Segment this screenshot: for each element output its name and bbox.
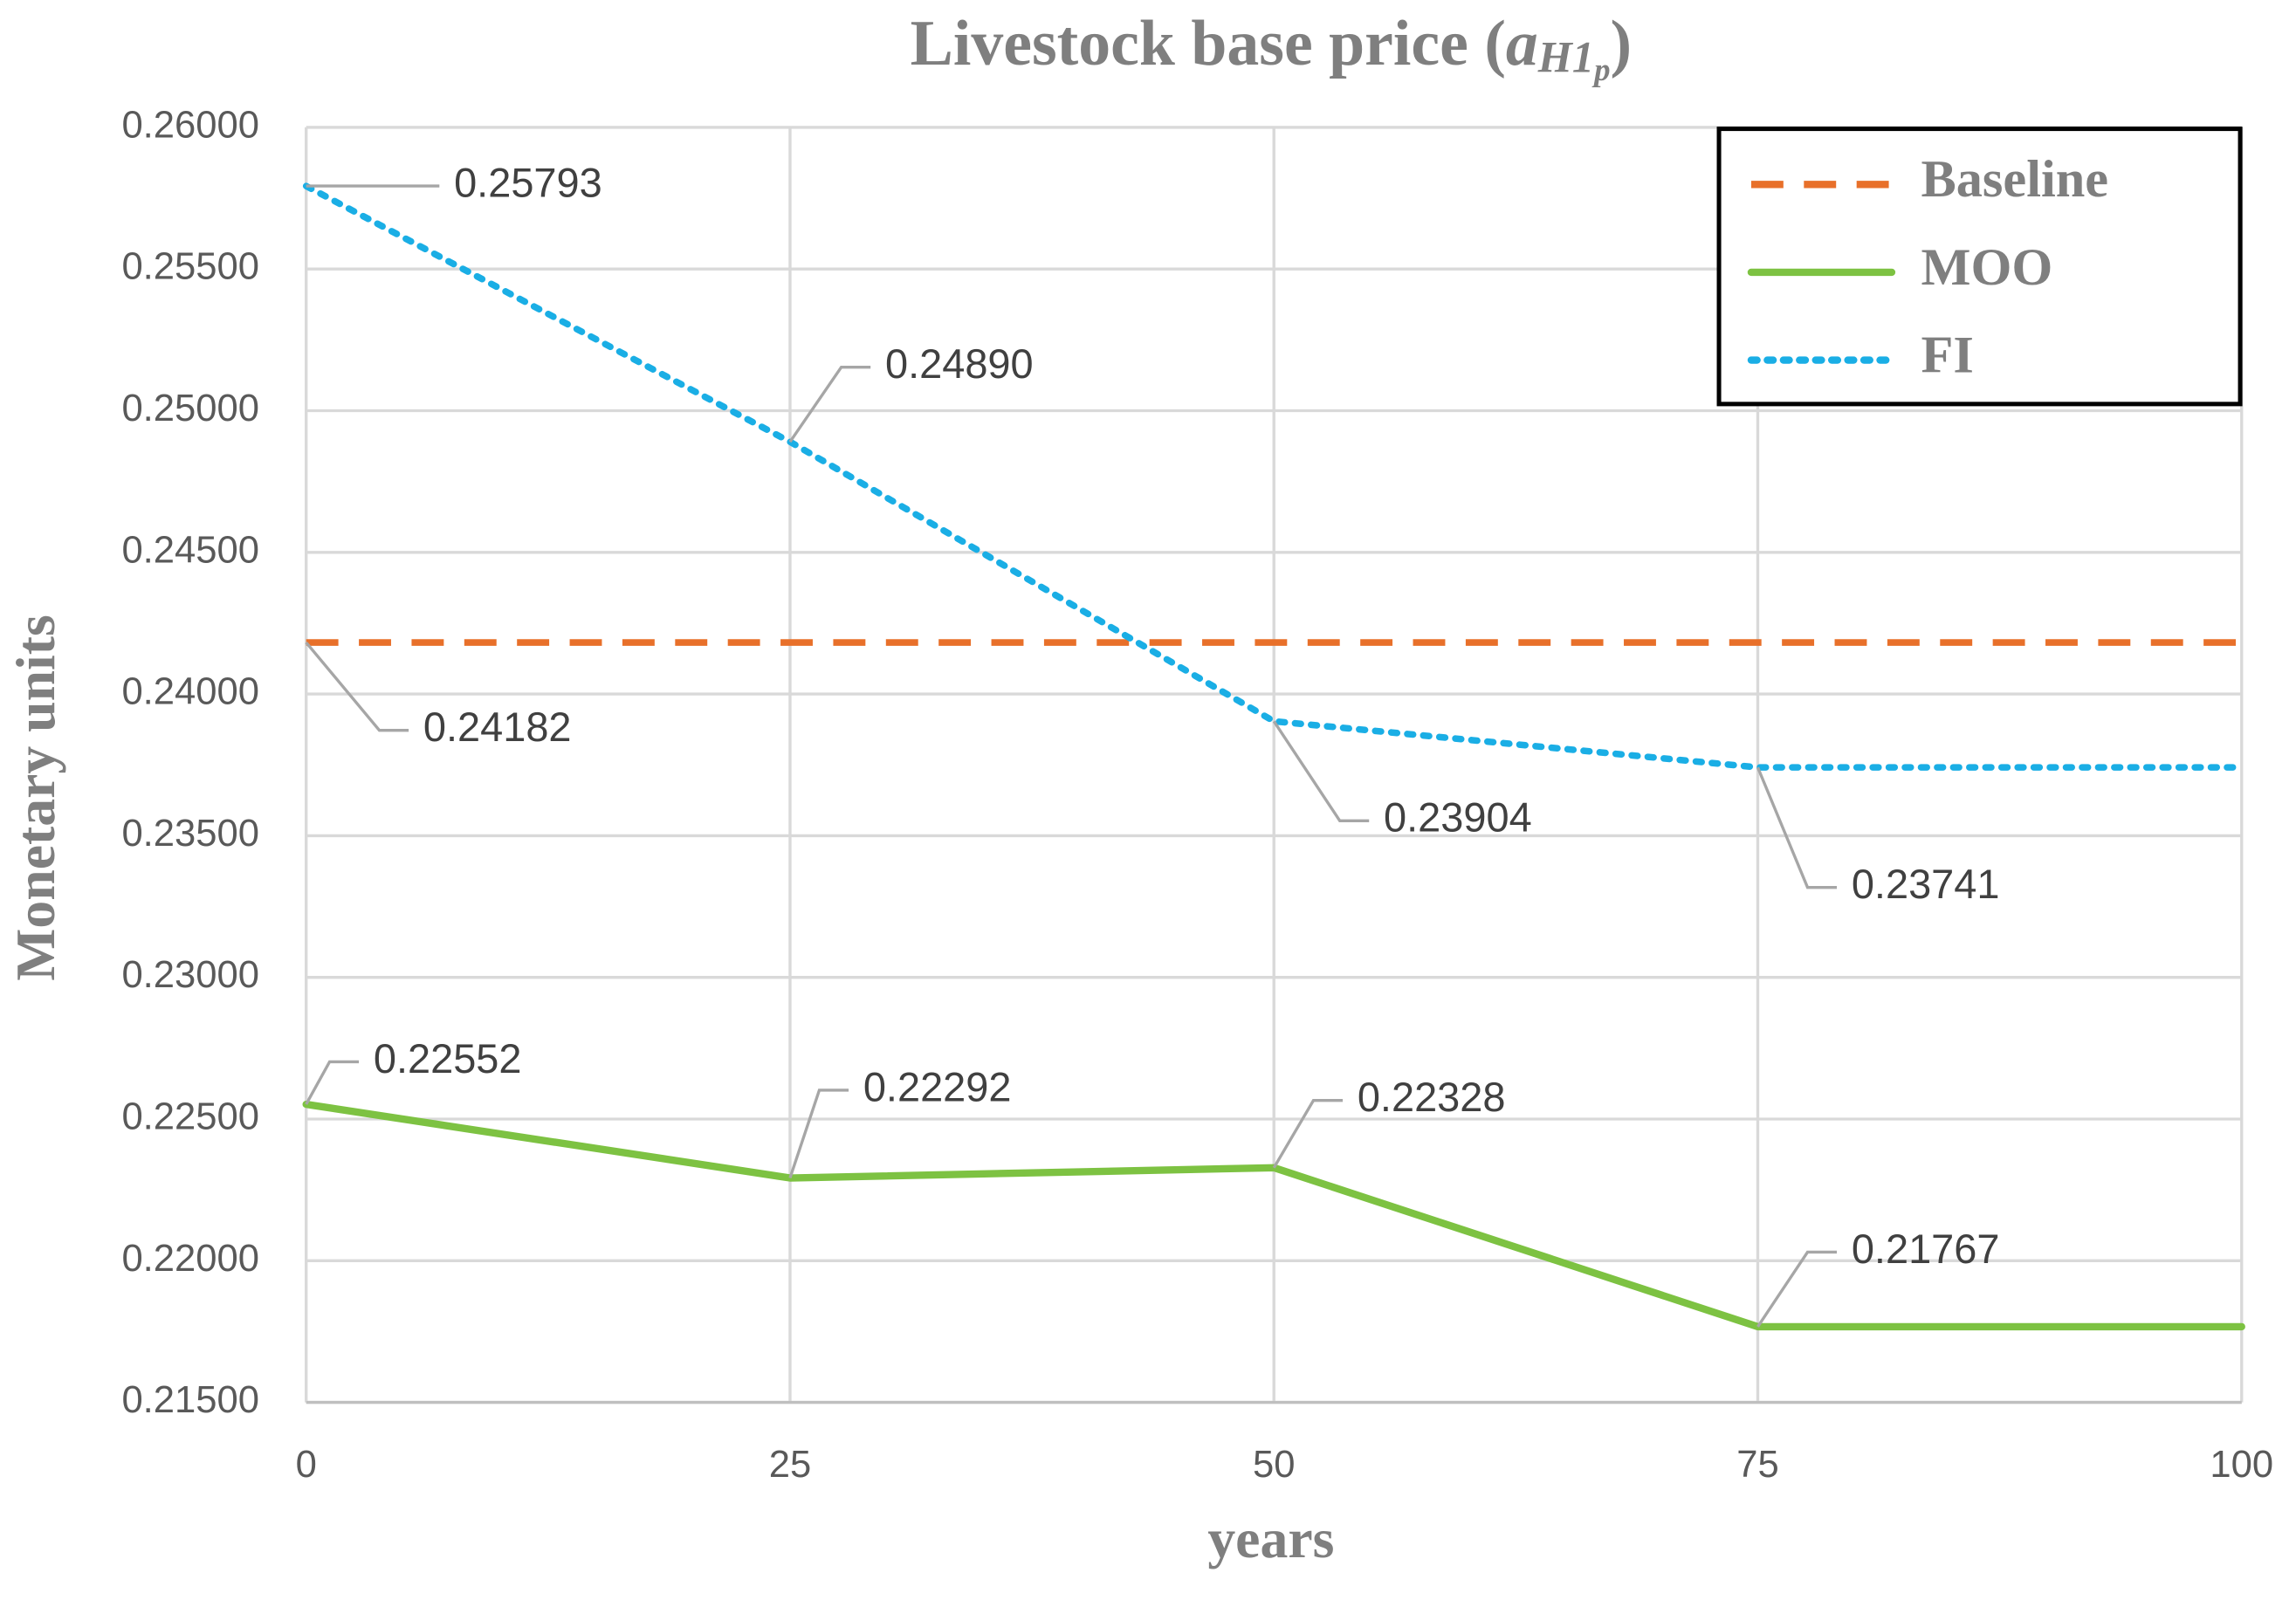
y-tick-label: 0.22000 (121, 1238, 259, 1280)
x-tick-label: 100 (2210, 1444, 2273, 1486)
y-tick-label: 0.24500 (121, 529, 259, 571)
data-label: 0.25793 (454, 160, 602, 206)
title-math: a (1506, 7, 1538, 79)
x-tick-label: 50 (1253, 1444, 1296, 1486)
data-label: 0.24890 (885, 340, 1034, 387)
y-tick-label: 0.21500 (121, 1379, 259, 1421)
y-tick-label: 0.23000 (121, 954, 259, 996)
data-label: 0.23741 (1852, 861, 2000, 907)
series-line (302, 182, 2245, 771)
label-leader (788, 1088, 849, 1179)
label-leader (305, 1060, 360, 1105)
data-label: 0.22552 (374, 1035, 522, 1082)
data-label: 0.23904 (1384, 794, 1532, 841)
x-axis-label: years (1207, 1507, 1334, 1569)
title-text: Livestock base price ( (911, 7, 1506, 79)
y-tick-label: 0.22500 (121, 1096, 259, 1138)
data-label: 0.22328 (1358, 1074, 1506, 1120)
x-tick-label: 25 (769, 1444, 812, 1486)
label-leader (1272, 1099, 1344, 1169)
chart-title: Livestock base price (aH1p) (911, 7, 1632, 87)
label-leader (788, 366, 871, 443)
title-sub: H1 (1537, 32, 1594, 81)
data-label: 0.22292 (863, 1063, 1012, 1109)
label-leader (1272, 720, 1370, 822)
x-tick-label: 75 (1736, 1444, 1779, 1486)
data-label: 0.24182 (423, 704, 572, 750)
label-leader (1756, 1250, 1838, 1328)
y-tick-label: 0.23500 (121, 813, 259, 855)
label-leader (1756, 766, 1838, 889)
legend-label: FI (1921, 326, 1973, 384)
legend-label: MOO (1921, 238, 2052, 297)
data-label: 0.21767 (1852, 1226, 2000, 1272)
label-leader (305, 641, 409, 732)
title-subsub: p (1591, 52, 1610, 87)
y-tick-label: 0.26000 (121, 104, 259, 146)
y-axis-label: Monetary units (4, 615, 66, 980)
legend-label: Baseline (1921, 150, 2108, 209)
y-tick-label: 0.25500 (121, 246, 259, 288)
x-tick-label: 0 (296, 1444, 317, 1486)
y-tick-label: 0.24000 (121, 671, 259, 713)
title-close: ) (1611, 7, 1633, 79)
y-tick-label: 0.25000 (121, 388, 259, 429)
